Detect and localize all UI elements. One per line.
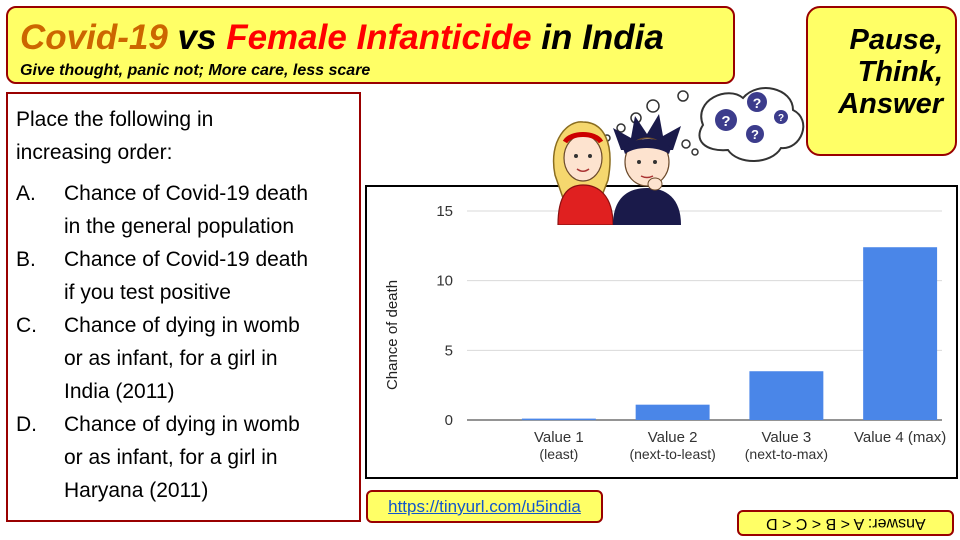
title-female-infanticide: Female Infanticide bbox=[226, 18, 532, 57]
thinking-kids-illustration: ? ? ? ? bbox=[552, 87, 805, 225]
bar bbox=[863, 247, 938, 420]
option-letter: A. bbox=[16, 182, 36, 205]
title-vs: vs bbox=[167, 18, 227, 57]
title-covid: Covid-19 bbox=[20, 18, 168, 57]
option-text-line: India (2011) bbox=[64, 380, 175, 403]
y-tick-label: 0 bbox=[445, 412, 453, 429]
answer-box: Answer: A < B < C < D bbox=[737, 510, 954, 536]
x-tick-sublabel: (least) bbox=[539, 446, 578, 462]
option-text-line: Haryana (2011) bbox=[64, 479, 209, 502]
option-letter: B. bbox=[16, 248, 36, 271]
svg-text:?: ? bbox=[751, 127, 759, 142]
bar-chart: Chance of death 0 5 10 15 Value 1(least) Val… bbox=[384, 203, 946, 462]
option-letter: C. bbox=[16, 314, 37, 337]
option-a: A. Chance of Covid-19 death in the gener… bbox=[16, 177, 351, 243]
answer-text: Answer: A < B < C < D bbox=[765, 515, 926, 532]
question-prompt: Place the following in increasing order: bbox=[16, 103, 351, 169]
svg-text:?: ? bbox=[721, 113, 730, 130]
x-tick-label: Value 1 bbox=[534, 429, 584, 446]
girl-character-icon bbox=[552, 121, 614, 225]
x-tick-label: Value 4 (max) bbox=[854, 429, 946, 446]
svg-text:?: ? bbox=[753, 95, 762, 111]
option-text-line: if you test positive bbox=[64, 281, 231, 304]
option-text-line: or as infant, for a girl in bbox=[64, 446, 278, 469]
prompt-line-1: Place the following in bbox=[16, 108, 214, 131]
option-b: B. Chance of Covid-19 death if you test … bbox=[16, 243, 351, 309]
y-tick-label: 5 bbox=[445, 342, 453, 359]
prompt-line-2: increasing order: bbox=[16, 141, 173, 164]
y-tick-label: 10 bbox=[436, 273, 453, 290]
question-box: Place the following in increasing order:… bbox=[6, 92, 361, 522]
x-tick-label: Value 2 bbox=[648, 429, 698, 446]
pause-line: Pause, bbox=[849, 24, 944, 56]
title-in-india: in India bbox=[531, 18, 664, 57]
answer-line: Answer bbox=[838, 88, 943, 120]
think-line: Think, bbox=[857, 56, 943, 88]
boy-character-icon bbox=[613, 114, 681, 225]
thought-bubble-icon: ? ? ? ? bbox=[603, 87, 805, 162]
chart-frame: Chance of death 0 5 10 15 Value 1 (least) Val… bbox=[365, 185, 958, 479]
y-tick-label: 15 bbox=[436, 203, 453, 220]
option-c: C. Chance of dying in womb or as infant,… bbox=[16, 309, 351, 408]
bar bbox=[635, 404, 710, 420]
option-text-line: Chance of Covid-19 death bbox=[64, 248, 308, 271]
y-axis-label: Chance of death bbox=[384, 280, 401, 390]
page-title: Covid-19 vs Female Infanticide in India bbox=[20, 18, 664, 58]
pause-think-answer-box: Pause, Think, Answer bbox=[806, 6, 957, 156]
bar bbox=[521, 418, 596, 421]
x-tick-sublabel: (next-to-max) bbox=[745, 446, 828, 462]
option-text-line: or as infant, for a girl in bbox=[64, 347, 278, 370]
title-banner: Covid-19 vs Female Infanticide in India … bbox=[6, 6, 735, 84]
option-letter: D. bbox=[16, 413, 37, 436]
option-text-line: in the general population bbox=[64, 215, 295, 238]
x-tick-sublabel: (next-to-least) bbox=[629, 446, 715, 462]
subtitle: Give thought, panic not; More care, less… bbox=[20, 62, 371, 79]
option-text-line: Chance of dying in womb bbox=[64, 413, 300, 436]
option-text-line: Chance of dying in womb bbox=[64, 314, 300, 337]
source-link[interactable]: https://tinyurl.com/u5india bbox=[366, 490, 603, 523]
svg-text:?: ? bbox=[778, 113, 784, 124]
option-text-line: Chance of Covid-19 death bbox=[64, 182, 308, 205]
x-tick-label: Value 3 bbox=[761, 429, 811, 446]
option-d: D. Chance of dying in womb or as infant,… bbox=[16, 408, 351, 507]
bar bbox=[749, 371, 824, 420]
